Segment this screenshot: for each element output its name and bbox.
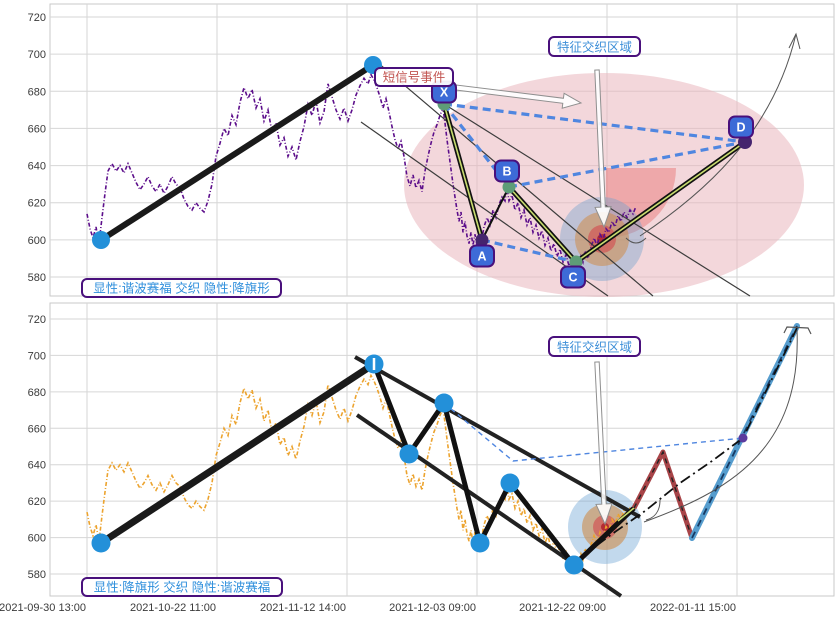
top-point-label-B-text: B bbox=[502, 165, 511, 179]
top-y-tick-label: 700 bbox=[28, 49, 46, 61]
top-y-tick-label: 640 bbox=[28, 161, 46, 173]
bottom-feature-region-label-text: 特征交织区域 bbox=[557, 340, 632, 355]
top-feature-region-label bbox=[548, 36, 641, 57]
bottom-breakout-navy-dash-overlay bbox=[691, 325, 798, 539]
bottom-region-pointer-arrow bbox=[594, 361, 613, 526]
top-target-red-sector bbox=[606, 168, 676, 238]
top-point-label-B bbox=[494, 159, 520, 183]
top-leg-XA-core bbox=[443, 103, 483, 241]
top-point-label-D-text: D bbox=[736, 121, 745, 135]
bottom-projection-dot bbox=[738, 433, 748, 443]
top-point-C-dot bbox=[569, 255, 583, 269]
bottom-flag-dot-7 bbox=[564, 555, 584, 575]
top-impulse-trend-line bbox=[98, 62, 376, 243]
top-short-signal-event-label bbox=[374, 67, 454, 87]
bottom-flag-dot-4 bbox=[434, 393, 454, 413]
top-signal-direction-arrow bbox=[451, 83, 583, 109]
top-pattern-summary-label-text: 显性:谐波赛福 交织 隐性:降旗形 bbox=[93, 281, 270, 296]
bottom-flag-dot-1 bbox=[91, 533, 111, 553]
top-feature-region-label-text: 特征交织区域 bbox=[557, 40, 632, 55]
top-point-label-X-text: X bbox=[440, 86, 449, 100]
top-y-tick-label: 680 bbox=[28, 86, 46, 98]
bottom-flag-dot-3 bbox=[399, 444, 419, 464]
top-y-tick-label: 600 bbox=[28, 235, 46, 247]
bottom-projection-end-cap bbox=[783, 326, 812, 335]
bottom-flag-dot-6 bbox=[500, 473, 520, 493]
bottom-target-center-dot bbox=[601, 523, 609, 531]
bottom-flag-channel-upper bbox=[354, 355, 641, 519]
top-ratio-AC-dashed bbox=[481, 238, 577, 264]
bottom-plot-area bbox=[49, 302, 835, 597]
bottom-y-tick-label: 700 bbox=[28, 350, 46, 362]
top-ratio-BD-dashed bbox=[508, 140, 746, 189]
bottom-y-tick-label: 620 bbox=[28, 496, 46, 508]
bottom-flag-exit-core bbox=[617, 507, 635, 522]
x-tick-label: 2021-11-12 14:00 bbox=[260, 602, 346, 614]
bottom-impulse-trend-line bbox=[97, 360, 378, 547]
top-pattern-summary-label bbox=[81, 278, 282, 298]
top-point-label-C bbox=[560, 265, 586, 289]
top-point-A-dot bbox=[475, 233, 489, 247]
bottom-forecast-red-dash-overlay bbox=[633, 450, 693, 539]
top-region-pointer-arrow bbox=[594, 69, 612, 229]
top-leg-BC-core bbox=[508, 186, 577, 263]
bottom-pattern-summary-label-text: 显性:降旗形 交织 隐性:谐波赛福 bbox=[94, 580, 270, 595]
top-projection-curve bbox=[639, 33, 797, 237]
top-channel-line-x-extension bbox=[443, 103, 751, 297]
top-point-B-dot bbox=[502, 180, 516, 194]
bottom-pattern-summary-label bbox=[81, 577, 283, 597]
bottom-y-tick-label: 640 bbox=[28, 460, 46, 472]
x-tick-label: 2021-09-30 13:00 bbox=[0, 602, 86, 614]
x-tick-label: 2021-10-22 11:00 bbox=[130, 602, 216, 614]
bottom-y-tick-label: 600 bbox=[28, 533, 46, 545]
top-y-tick-label: 660 bbox=[28, 123, 46, 135]
x-tick-label: 2022-01-11 15:00 bbox=[650, 602, 736, 614]
top-leg-CD-core bbox=[575, 141, 746, 263]
bottom-y-tick-label: 720 bbox=[28, 314, 46, 326]
top-ratio-XB-dashed bbox=[442, 103, 511, 188]
top-leg-AB-thin bbox=[481, 186, 510, 241]
bottom-y-tick-label: 580 bbox=[28, 569, 46, 581]
bottom-feature-region-label bbox=[548, 336, 641, 357]
top-y-tick-label: 620 bbox=[28, 198, 46, 210]
top-point-label-D bbox=[728, 115, 754, 139]
top-swing-start-dot bbox=[92, 231, 110, 249]
bottom-projection-curve-hook bbox=[645, 499, 661, 521]
x-tick-label: 2021-12-22 09:00 bbox=[519, 602, 606, 614]
top-y-tick-label: 720 bbox=[28, 12, 46, 24]
top-point-label-A bbox=[469, 244, 495, 268]
bottom-flag-dot-5 bbox=[470, 533, 490, 553]
top-short-signal-event-label-text: 短信号事件 bbox=[383, 71, 446, 85]
top-y-tick-label: 580 bbox=[28, 272, 46, 284]
top-point-label-A-text: A bbox=[477, 250, 486, 264]
bottom-measure-blue-dashed bbox=[443, 402, 744, 462]
bottom-projection-curve bbox=[643, 329, 798, 523]
top-ratio-XD-dashed bbox=[443, 102, 746, 144]
x-tick-label: 2021-12-03 09:00 bbox=[389, 602, 476, 614]
top-point-label-C-text: C bbox=[568, 271, 577, 285]
bottom-y-tick-label: 660 bbox=[28, 423, 46, 435]
top-projection-arrowhead bbox=[788, 32, 801, 50]
bottom-y-tick-label: 680 bbox=[28, 387, 46, 399]
top-price-line-purple bbox=[86, 72, 637, 271]
top-projection-curve-hook bbox=[625, 237, 647, 244]
